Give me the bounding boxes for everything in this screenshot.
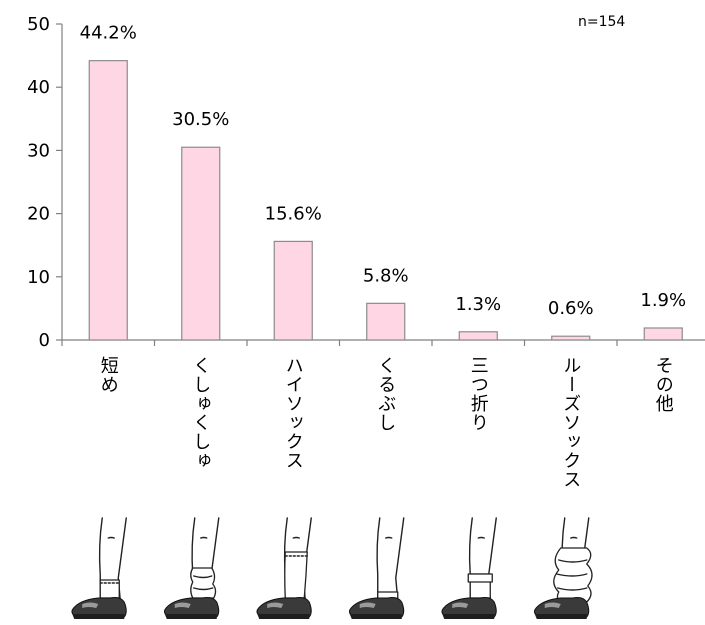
labels: 44.2% 短め 30.5% くしゅくしゅ 15.6% ハイソックス 5.8% くるぶし 1.3… bbox=[80, 23, 686, 489]
data-label: 5.8% bbox=[363, 265, 409, 286]
y-tick-label: 10 bbox=[27, 267, 50, 288]
category-label: その他 bbox=[653, 356, 674, 413]
data-label: 0.6% bbox=[548, 298, 594, 319]
data-label: 15.6% bbox=[265, 203, 322, 224]
sock-illustration-high bbox=[256, 517, 312, 619]
category-label: ルーズソックス bbox=[560, 356, 581, 489]
data-label: 1.3% bbox=[455, 294, 501, 315]
bar bbox=[181, 146, 221, 341]
category-label: ハイソックス bbox=[283, 356, 304, 470]
data-label: 1.9% bbox=[640, 290, 686, 311]
sock-illustration-folded bbox=[441, 517, 497, 619]
y-tick-label: 20 bbox=[27, 204, 50, 225]
y-tick-label: 30 bbox=[27, 140, 50, 161]
sock-illustration-loose bbox=[533, 517, 593, 619]
sock-illustration-ankle bbox=[348, 517, 405, 619]
sock-illustration-slouch bbox=[163, 517, 220, 619]
bars bbox=[88, 60, 683, 341]
bar bbox=[643, 327, 683, 341]
data-label: 44.2% bbox=[80, 23, 137, 44]
bar bbox=[273, 240, 313, 341]
data-label: 30.5% bbox=[172, 109, 229, 130]
category-label: くるぶし bbox=[375, 356, 396, 432]
axes: 0 10 20 30 40 50 bbox=[27, 14, 705, 351]
sock-illustrations bbox=[71, 517, 593, 619]
y-tick-label: 40 bbox=[27, 77, 50, 98]
bar bbox=[551, 335, 591, 341]
bar bbox=[88, 60, 128, 341]
category-label: 短め bbox=[98, 356, 119, 394]
category-label: くしゅくしゅ bbox=[190, 356, 211, 470]
y-tick-label: 0 bbox=[39, 330, 50, 351]
bar bbox=[366, 302, 406, 341]
bar bbox=[458, 331, 498, 341]
category-label: 三つ折り bbox=[468, 356, 489, 432]
y-tick-label: 50 bbox=[27, 14, 50, 35]
sock-illustration-short bbox=[71, 517, 127, 619]
sample-size-note: n=154 bbox=[578, 14, 625, 30]
